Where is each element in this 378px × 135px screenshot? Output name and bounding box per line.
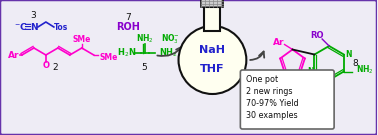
Bar	[204, 7, 220, 31]
Text: N: N	[345, 50, 351, 59]
Text: NO$_3^{-}$: NO$_3^{-}$	[161, 32, 180, 46]
Bar	[201, 0, 223, 7]
Text: NH$_2$: NH$_2$	[356, 63, 373, 76]
Text: 2 new rings: 2 new rings	[246, 87, 293, 97]
Text: NH$_2$: NH$_2$	[136, 33, 153, 45]
Text: H$_2$N: H$_2$N	[117, 47, 136, 59]
Text: SMe: SMe	[73, 36, 91, 45]
Text: NH$_2$: NH$_2$	[159, 47, 178, 59]
Text: ROH: ROH	[116, 22, 139, 32]
Text: ≡: ≡	[24, 22, 32, 32]
Text: N: N	[307, 67, 313, 76]
Text: 30 examples: 30 examples	[246, 112, 298, 121]
Text: THF: THF	[200, 64, 225, 74]
Text: 5: 5	[142, 63, 147, 72]
Text: 8: 8	[352, 58, 358, 68]
Text: RO: RO	[310, 31, 324, 40]
Text: 3: 3	[30, 11, 36, 19]
Text: Ar: Ar	[8, 50, 20, 60]
Text: 70-97% Yield: 70-97% Yield	[246, 99, 299, 109]
Circle shape	[178, 26, 246, 94]
Text: SMe: SMe	[100, 53, 118, 62]
Text: 2: 2	[52, 63, 58, 72]
Text: One pot: One pot	[246, 75, 279, 85]
Text: N: N	[30, 23, 37, 31]
Text: 7: 7	[125, 13, 130, 21]
Text: O: O	[42, 62, 50, 70]
FancyBboxPatch shape	[240, 70, 334, 129]
Text: $^{-}$C: $^{-}$C	[14, 21, 28, 33]
Text: Ar: Ar	[273, 38, 284, 47]
Text: N: N	[279, 75, 285, 85]
Text: H: H	[285, 77, 291, 82]
Text: NaH: NaH	[200, 45, 225, 55]
Text: Tos: Tos	[54, 23, 68, 31]
